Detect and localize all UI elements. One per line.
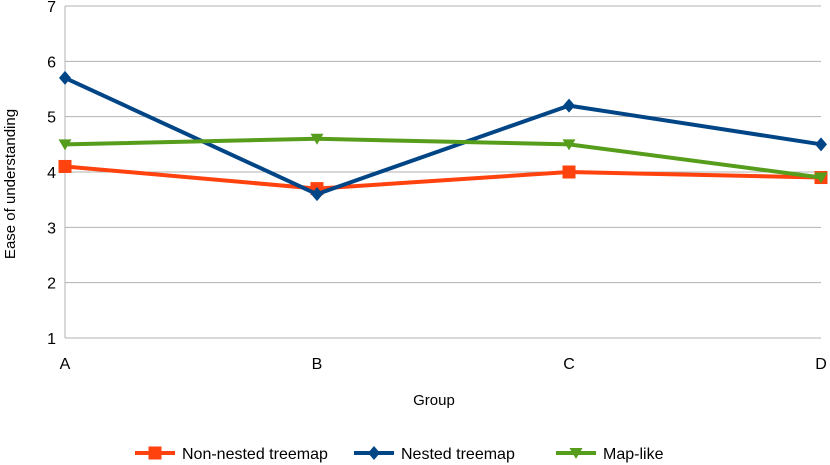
y-tick-label: 1 — [47, 331, 56, 348]
y-axis-title: Ease of understanding — [2, 109, 19, 259]
gridlines — [64, 5, 821, 339]
series-group — [58, 70, 828, 202]
data-point-diamond-icon — [368, 446, 380, 460]
legend-label: Nested treemap — [401, 446, 515, 463]
x-tick-label: A — [60, 356, 71, 373]
data-point-triangle-down-icon — [562, 139, 576, 151]
data-point-square-icon — [562, 165, 576, 179]
series-line — [64, 164, 822, 191]
legend-label: Map-like — [603, 446, 664, 463]
data-point-triangle-down-icon — [58, 139, 72, 151]
series-line — [64, 76, 822, 197]
y-tick-label: 4 — [47, 165, 56, 182]
y-tick-label: 2 — [47, 276, 56, 293]
x-tick-label: C — [563, 356, 575, 373]
data-point-diamond-icon — [563, 98, 575, 113]
legend-item: Non-nested treemap — [135, 446, 328, 463]
y-tick-label: 6 — [47, 54, 56, 71]
series-map-like — [58, 133, 828, 184]
data-point-square-icon — [148, 446, 162, 460]
data-point-diamond-icon — [815, 137, 827, 152]
series-nested-treemap — [59, 70, 827, 202]
y-tick-labels: 1 2 3 4 5 6 7 — [47, 0, 56, 348]
x-tick-labels: A B C D — [60, 356, 827, 373]
data-point-square-icon — [58, 159, 72, 173]
legend: Non-nested treemap Nested treemap Map-like — [135, 446, 664, 463]
x-tick-label: B — [312, 356, 323, 373]
x-axis-title: Group — [413, 392, 455, 409]
legend-item: Map-like — [556, 446, 664, 463]
y-tick-label: 5 — [47, 110, 56, 127]
data-point-triangle-down-icon — [814, 172, 828, 184]
data-point-diamond-icon — [311, 187, 323, 202]
series-non-nested-treemap — [58, 159, 828, 196]
data-point-triangle-down-icon — [310, 133, 324, 145]
x-tick-label: D — [815, 356, 827, 373]
y-tick-label: 3 — [47, 220, 56, 237]
data-point-triangle-down-icon — [569, 448, 583, 459]
legend-label: Non-nested treemap — [182, 446, 328, 463]
y-tick-label: 7 — [47, 0, 56, 16]
data-point-diamond-icon — [59, 70, 71, 85]
series-line — [64, 136, 822, 180]
legend-item: Nested treemap — [354, 446, 515, 463]
